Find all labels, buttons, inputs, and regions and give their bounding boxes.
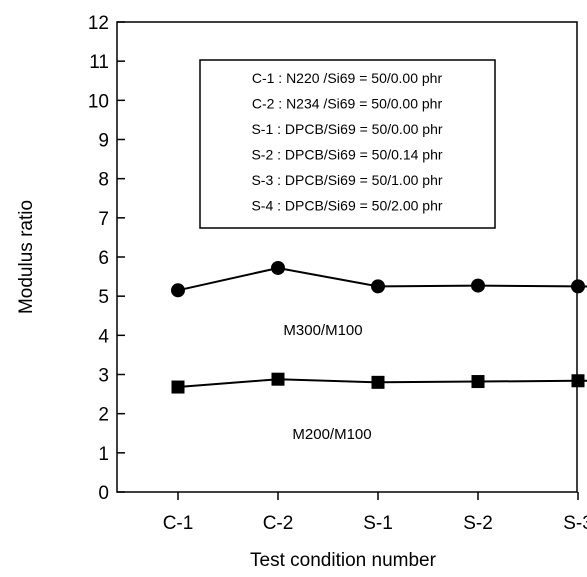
legend-entry: S-4 : DPCB/Si69 = 50/2.00 phr — [251, 198, 442, 214]
series-label-m300-m100: M300/M100 — [283, 322, 362, 339]
y-tick-label: 7 — [98, 209, 109, 230]
y-tick-label: 1 — [98, 444, 109, 465]
series-line-m200-m100 — [177, 378, 587, 389]
data-point-m200-m100 — [171, 380, 185, 394]
legend-entry: C-2 : N234 /Si69 = 50/0.00 phr — [252, 96, 443, 112]
x-tick-label: C-1 — [163, 513, 194, 534]
data-point-m300-m100 — [571, 279, 585, 294]
y-tick-label: 2 — [98, 405, 109, 426]
data-point-m200-m100 — [271, 372, 285, 386]
y-tick-label: 10 — [88, 91, 109, 112]
data-point-m200-m100 — [571, 374, 585, 388]
legend-entry: S-1 : DPCB/Si69 = 50/0.00 phr — [251, 121, 442, 137]
y-tick-label: 11 — [89, 52, 109, 73]
y-tick-label: 6 — [98, 248, 109, 269]
legend-entry: S-2 : DPCB/Si69 = 50/0.14 phr — [251, 147, 442, 163]
data-point-m300-m100 — [471, 278, 485, 293]
x-axis-title: Test condition number — [250, 550, 437, 571]
legend-entry: S-3 : DPCB/Si69 = 50/1.00 phr — [251, 172, 442, 188]
series-layer — [171, 260, 587, 394]
data-point-m200-m100 — [371, 375, 385, 389]
legend-box — [199, 59, 496, 229]
series-label-m200-m100: M200/M100 — [292, 426, 371, 443]
x-axis-ticks: C-1C-2S-1S-2S-3S-4 — [163, 492, 587, 534]
data-point-m300-m100 — [271, 260, 285, 275]
x-tick-label: S-2 — [463, 513, 493, 534]
series-line-m300-m100 — [177, 266, 587, 292]
y-tick-label: 5 — [98, 287, 109, 308]
data-point-m200-m100 — [471, 375, 485, 389]
y-tick-label: 3 — [98, 366, 109, 387]
x-tick-label: S-1 — [363, 513, 393, 534]
legend-entry: C-1 : N220 /Si69 = 50/0.00 phr — [252, 70, 443, 86]
data-point-m300-m100 — [371, 279, 385, 294]
data-point-m300-m100 — [171, 283, 185, 298]
y-tick-label: 8 — [98, 170, 109, 191]
y-tick-label: 9 — [98, 131, 109, 152]
x-tick-label: S-3 — [563, 513, 587, 534]
y-tick-label: 4 — [98, 326, 109, 347]
x-tick-label: C-2 — [263, 513, 294, 534]
y-axis-title: Modulus ratio — [16, 200, 37, 314]
y-tick-label: 12 — [88, 13, 109, 34]
y-tick-label: 0 — [98, 483, 109, 504]
legend: C-1 : N220 /Si69 = 50/0.00 phr C-2 : N234… — [199, 59, 496, 229]
